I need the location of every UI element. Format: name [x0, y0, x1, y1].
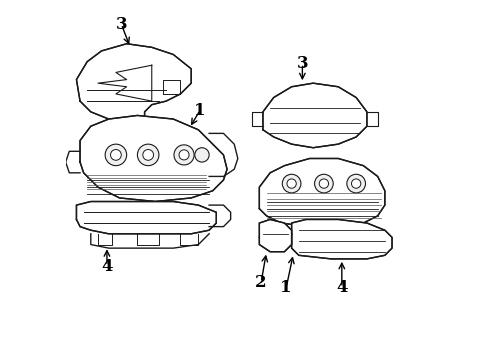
Circle shape	[111, 149, 122, 160]
Text: 1: 1	[195, 102, 206, 118]
Text: 4: 4	[101, 257, 113, 275]
Polygon shape	[292, 220, 392, 259]
Text: 2: 2	[255, 274, 267, 291]
Polygon shape	[76, 202, 216, 234]
Circle shape	[315, 174, 333, 193]
Circle shape	[137, 144, 159, 166]
Text: 1: 1	[280, 279, 292, 296]
Circle shape	[174, 145, 194, 165]
Polygon shape	[76, 44, 191, 123]
Text: 4: 4	[336, 279, 347, 296]
Text: 3: 3	[116, 15, 127, 32]
Circle shape	[143, 149, 153, 160]
Circle shape	[195, 148, 209, 162]
Circle shape	[282, 174, 301, 193]
Circle shape	[319, 179, 329, 188]
Polygon shape	[259, 158, 385, 226]
Polygon shape	[259, 220, 292, 252]
Circle shape	[287, 179, 296, 188]
Circle shape	[179, 150, 189, 160]
Circle shape	[105, 144, 126, 166]
Circle shape	[351, 179, 361, 188]
Text: 3: 3	[296, 55, 308, 72]
Polygon shape	[263, 83, 367, 148]
Circle shape	[347, 174, 366, 193]
Polygon shape	[80, 116, 227, 202]
